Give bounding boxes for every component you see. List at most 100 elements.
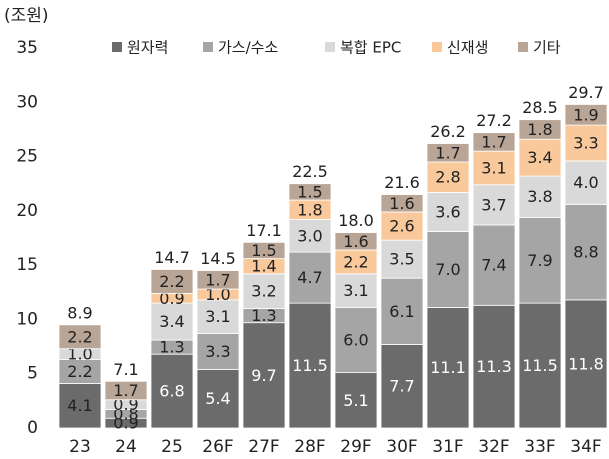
bar-segment [334, 307, 378, 374]
bar-segment [426, 307, 470, 429]
y-tick-label: 30 [16, 92, 38, 112]
x-tick-label: 31F [432, 437, 463, 457]
x-tick-label: 24 [115, 437, 137, 457]
segment-label: 1.7 [481, 132, 506, 151]
total-label: 14.7 [154, 248, 190, 267]
bar-segment [58, 324, 102, 350]
bar-segment [150, 269, 194, 294]
bar-segment [472, 184, 516, 226]
total-label: 21.6 [384, 173, 420, 192]
bar-segment [380, 277, 424, 345]
total-label: 8.9 [67, 303, 92, 322]
segment-label: 1.7 [205, 270, 230, 289]
segment-label: 2.8 [435, 168, 460, 187]
bar-segment [242, 241, 286, 260]
bar-segment [426, 231, 470, 308]
segment-label: 11.3 [476, 357, 512, 376]
segment-label: 3.8 [527, 187, 552, 206]
segment-label: 7.0 [435, 260, 460, 279]
segment-label: 9.7 [251, 366, 276, 385]
y-tick-label: 10 [16, 309, 38, 329]
segment-label: 3.2 [251, 282, 276, 301]
bar-segment [518, 119, 562, 140]
legend-swatch [203, 42, 213, 52]
segment-label: 3.5 [389, 250, 414, 269]
segment-label: 11.5 [292, 356, 328, 375]
bar-segment [472, 304, 516, 429]
x-tick-label: 32F [478, 437, 509, 457]
segment-label: 3.3 [205, 342, 230, 361]
segment-label: 2.6 [389, 217, 414, 236]
bar-segment [104, 380, 148, 401]
segment-label: 3.4 [527, 148, 552, 167]
total-label: 17.1 [246, 221, 282, 240]
bar-segment [242, 322, 286, 429]
bar-segment [426, 143, 470, 163]
bar-segment [426, 191, 470, 232]
segment-label: 1.8 [527, 120, 552, 139]
segment-label: 1.6 [343, 232, 368, 251]
legend-swatch [518, 42, 528, 52]
x-tick-label: 28F [294, 437, 325, 457]
y-tick-label: 25 [16, 147, 38, 167]
bar-segment [564, 124, 608, 162]
bar-segment [564, 203, 608, 301]
bar-segment [518, 302, 562, 429]
x-tick-label: 27F [248, 437, 279, 457]
segment-label: 5.4 [205, 389, 230, 408]
segment-label: 11.1 [430, 358, 466, 377]
segment-label: 1.0 [67, 345, 92, 364]
total-label: 26.2 [430, 122, 466, 141]
segment-label: 1.3 [251, 306, 276, 325]
segment-label: 4.1 [67, 396, 92, 415]
y-tick-label: 0 [27, 418, 38, 438]
total-label: 7.1 [113, 360, 138, 379]
legend-label: 기타 [533, 39, 561, 57]
x-tick-label: 25 [161, 437, 183, 457]
segment-label: 3.1 [343, 281, 368, 300]
bar-segment [380, 211, 424, 241]
segment-label: 4.7 [297, 268, 322, 287]
legend-swatch [432, 42, 442, 52]
segment-label: 3.7 [481, 195, 506, 214]
total-label: 27.2 [476, 111, 512, 130]
bar-segment [196, 299, 240, 334]
segment-label: 6.1 [389, 302, 414, 321]
segment-label: 1.7 [113, 381, 138, 400]
segment-label: 1.5 [297, 182, 322, 201]
segment-label: 7.4 [481, 256, 506, 275]
x-tick-label: 26F [202, 437, 233, 457]
segment-label: 1.4 [251, 257, 276, 276]
segment-label: 8.8 [573, 243, 598, 262]
segment-label: 3.0 [297, 226, 322, 245]
bar-segment [564, 160, 608, 205]
segment-label: 2.2 [67, 327, 92, 346]
bar-segment [334, 232, 378, 251]
segment-label: 1.0 [205, 285, 230, 304]
segment-label: 3.6 [435, 202, 460, 221]
segment-label: 6.0 [343, 331, 368, 350]
y-tick-label: 5 [27, 364, 38, 384]
y-tick-label: 15 [16, 255, 38, 275]
bar-segment [196, 333, 240, 370]
bar-segment [518, 175, 562, 218]
y-tick-label: 20 [16, 201, 38, 221]
legend-label: 원자력 [127, 39, 168, 57]
segment-label: 2.2 [343, 252, 368, 271]
legend-label: 신재생 [447, 39, 488, 57]
bar-segment [564, 299, 608, 429]
bar-segment [288, 302, 332, 429]
bar-segment [472, 150, 516, 186]
x-tick-label: 30F [386, 437, 417, 457]
x-tick-label: 23 [69, 437, 91, 457]
segment-label: 3.4 [159, 312, 184, 331]
segment-label: 1.3 [159, 338, 184, 357]
bar-segment [288, 219, 332, 253]
bar-segment [58, 383, 102, 429]
bar-segment [564, 104, 608, 126]
bar-segment [288, 251, 332, 304]
total-label: 22.5 [292, 162, 328, 181]
bar-segment [380, 343, 424, 429]
legend-swatch [325, 42, 335, 52]
